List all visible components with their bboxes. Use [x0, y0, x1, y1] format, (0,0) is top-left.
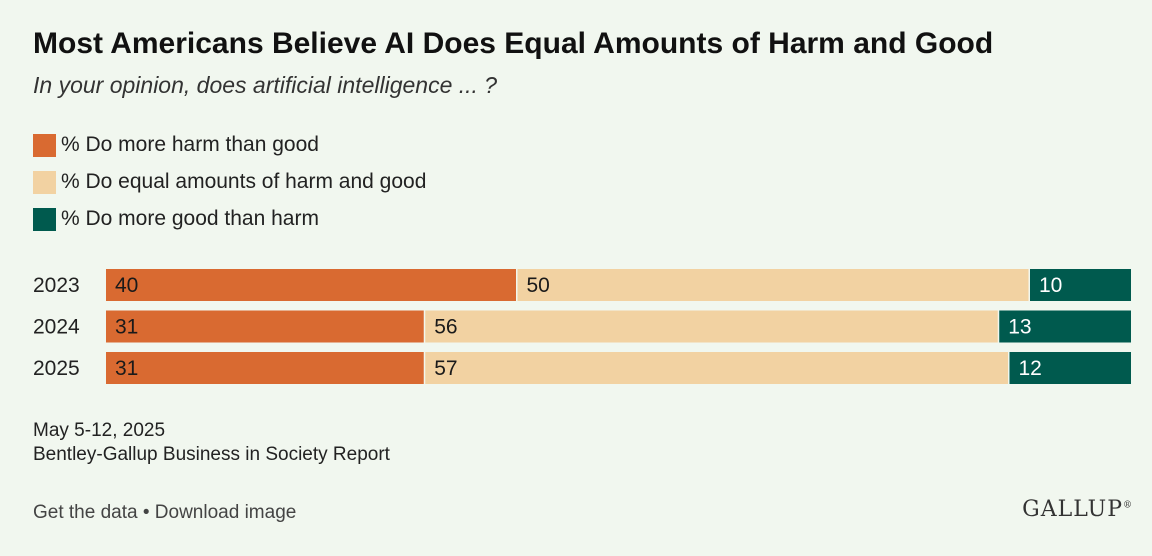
bar-harm-2023 [106, 269, 516, 301]
link-separator: • [137, 502, 155, 523]
legend-swatch-equal [33, 170, 56, 194]
chart-title: Most Americans Believe AI Does Equal Amo… [33, 27, 994, 60]
source-note: Bentley-Gallup Business in Society Repor… [33, 444, 390, 465]
legend-label-good: % Do more good than harm [61, 207, 319, 230]
download-image-link[interactable]: Download image [154, 502, 297, 523]
legend-item-equal: % Do equal amounts of harm and good [33, 170, 426, 194]
gallup-logo: GALLUP® [1022, 497, 1132, 522]
bar-equal-2024 [425, 310, 998, 343]
legend-swatch-good [33, 207, 56, 231]
bar-equal-2025 [425, 352, 1008, 384]
survey-date: May 5-12, 2025 [33, 420, 166, 441]
legend-item-good: % Do more good than harm [33, 207, 426, 231]
legend-item-harm: % Do more harm than good [33, 133, 426, 157]
data-label-equal-2025: 57 [434, 357, 457, 380]
data-label-harm-2025: 31 [115, 357, 138, 380]
data-label-harm-2024: 31 [115, 316, 138, 339]
data-label-good-2025: 12 [1019, 357, 1042, 380]
legend-label-equal: % Do equal amounts of harm and good [61, 170, 427, 193]
category-label-2025: 2025 [33, 357, 80, 380]
bar-harm-2025 [106, 352, 424, 384]
data-label-equal-2024: 56 [434, 316, 457, 339]
bar-good-2023 [1030, 269, 1131, 301]
bar-harm-2024 [106, 310, 424, 343]
registered-mark: ® [1123, 500, 1132, 511]
bar-good-2024 [999, 310, 1131, 343]
data-label-harm-2023: 40 [115, 274, 138, 297]
data-label-good-2024: 13 [1008, 316, 1031, 339]
category-label-2024: 2024 [33, 316, 80, 339]
data-label-good-2023: 10 [1039, 274, 1062, 297]
footer-links: Get the data • Download image [33, 502, 296, 524]
data-label-equal-2023: 50 [527, 274, 550, 297]
legend: % Do more harm than good % Do equal amou… [33, 133, 426, 244]
bar-equal-2023 [517, 269, 1029, 301]
chart-subtitle: In your opinion, does artificial intelli… [33, 72, 498, 98]
bar-good-2025 [1009, 352, 1131, 384]
get-data-link[interactable]: Get the data [33, 502, 138, 523]
category-label-2023: 2023 [33, 274, 80, 297]
legend-swatch-harm [33, 133, 56, 157]
legend-label-harm: % Do more harm than good [61, 133, 319, 156]
logo-text: GALLUP [1022, 497, 1123, 522]
